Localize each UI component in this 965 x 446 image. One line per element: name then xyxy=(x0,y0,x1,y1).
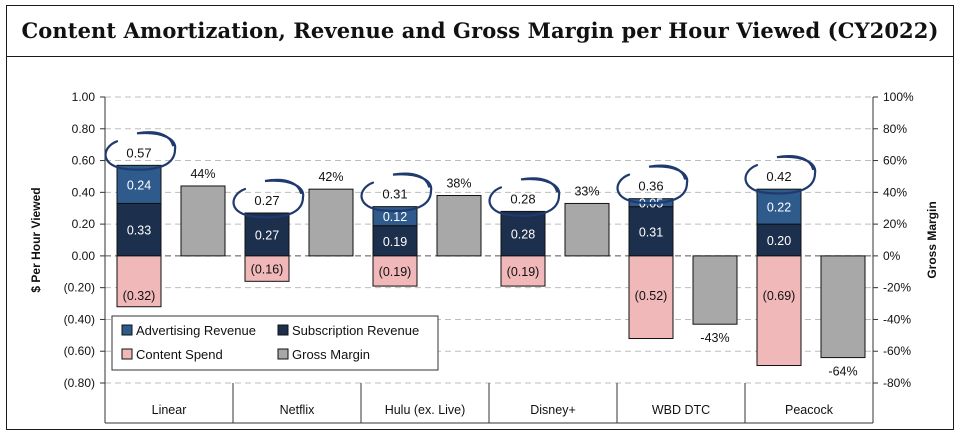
label-gross-margin: 33% xyxy=(574,184,599,198)
bar-content-spend xyxy=(500,255,546,287)
bar-subscription xyxy=(116,202,162,257)
annotation-circle xyxy=(360,172,433,213)
y2-tick-label: -20% xyxy=(883,281,911,295)
label-subscription: 0.33 xyxy=(127,224,151,238)
legend-label: Gross Margin xyxy=(292,347,370,362)
category-label: Hulu (ex. Live) xyxy=(385,403,466,417)
label-content-spend: (0.19) xyxy=(379,265,412,279)
label-content-spend: (0.16) xyxy=(251,263,284,277)
label-total: 0.57 xyxy=(126,145,151,160)
legend-label: Subscription Revenue xyxy=(292,323,419,338)
label-total: 0.27 xyxy=(254,193,279,208)
y2-tick-label: 100% xyxy=(883,90,914,104)
label-content-spend: (0.69) xyxy=(763,289,796,303)
label-subscription: 0.27 xyxy=(255,228,279,242)
legend-box xyxy=(111,315,439,371)
legend-swatch xyxy=(277,348,289,360)
y2-tick-label: -80% xyxy=(883,376,911,390)
legend-swatch xyxy=(121,324,133,336)
label-subscription: 0.31 xyxy=(639,225,663,239)
label-total: 0.31 xyxy=(382,187,407,202)
y2-tick-label: -60% xyxy=(883,344,911,358)
bar-subscription xyxy=(628,206,674,257)
y-tick-label: 0.00 xyxy=(72,249,96,263)
label-subscription: 0.28 xyxy=(511,228,535,242)
label-gross-margin: 42% xyxy=(318,170,343,184)
bar-content-spend xyxy=(372,255,418,287)
legend-label: Advertising Revenue xyxy=(136,323,256,338)
annotation-circle xyxy=(232,178,305,219)
y-tick-label: (0.20) xyxy=(64,281,95,295)
chart-title-bar: Content Amortization, Revenue and Gross … xyxy=(6,5,954,57)
bar-advertising xyxy=(116,164,162,204)
category-label: Peacock xyxy=(785,403,834,417)
y-tick-label: 0.80 xyxy=(72,122,96,136)
label-gross-margin: 44% xyxy=(190,167,215,181)
label-gross-margin: -64% xyxy=(828,365,857,379)
y-tick-label: 0.20 xyxy=(72,217,96,231)
y2-tick-label: 60% xyxy=(883,154,907,168)
annotation-circle xyxy=(744,155,817,195)
y-tick-label: (0.80) xyxy=(64,376,95,390)
y2-tick-label: -40% xyxy=(883,312,911,326)
category-label: Disney+ xyxy=(530,403,576,417)
y-tick-label: 1.00 xyxy=(72,90,96,104)
bar-content-spend xyxy=(116,255,162,308)
y2-tick-label: 40% xyxy=(883,185,907,199)
label-total: 0.36 xyxy=(638,179,663,194)
label-advertising: 0.22 xyxy=(767,201,791,215)
label-content-spend: (0.32) xyxy=(123,289,156,303)
category-label: Netflix xyxy=(280,403,315,417)
y2-tick-label: 0% xyxy=(883,249,901,263)
bar-content-spend xyxy=(628,255,674,340)
y2-tick-label: 20% xyxy=(883,217,907,231)
category-label: WBD DTC xyxy=(652,403,710,417)
bar-gross-margin xyxy=(436,195,482,257)
annotation-circle xyxy=(616,164,689,205)
label-subscription: 0.19 xyxy=(383,235,407,249)
legend-swatch xyxy=(121,348,133,360)
chart-title: Content Amortization, Revenue and Gross … xyxy=(21,18,939,43)
bar-subscription xyxy=(372,225,418,257)
label-advertising: 0.12 xyxy=(383,210,407,224)
bar-gross-margin xyxy=(692,255,738,325)
bar-content-spend xyxy=(244,255,290,282)
y-tick-label: 0.40 xyxy=(72,185,96,199)
bar-content-spend xyxy=(756,255,802,367)
y-tick-label: 0.60 xyxy=(72,154,96,168)
bar-subscription xyxy=(500,210,546,257)
legend-swatch xyxy=(277,324,289,336)
bar-gross-margin xyxy=(308,188,354,257)
label-advertising: 0.24 xyxy=(127,178,151,192)
label-total: 0.28 xyxy=(510,191,535,206)
label-gross-margin: 38% xyxy=(446,177,471,191)
label-total: 0.42 xyxy=(766,169,791,184)
bar-gross-margin xyxy=(564,202,610,257)
y2-axis-title: Gross Margin xyxy=(925,201,939,278)
label-gross-margin: -43% xyxy=(700,331,729,345)
chart-frame xyxy=(6,5,954,430)
label-subscription: 0.20 xyxy=(767,234,791,248)
y2-tick-label: 80% xyxy=(883,122,907,136)
y-tick-label: (0.60) xyxy=(64,344,95,358)
bar-advertising xyxy=(756,188,802,225)
annotation-circle xyxy=(488,177,561,217)
legend-label: Content Spend xyxy=(136,347,223,362)
bar-gross-margin xyxy=(820,255,866,359)
bar-gross-margin xyxy=(180,185,226,257)
y-axis-title: $ Per Hour Viewed xyxy=(29,187,43,292)
label-content-spend: (0.52) xyxy=(635,289,668,303)
annotation-circle xyxy=(104,131,177,171)
y-tick-label: (0.40) xyxy=(64,312,95,326)
label-content-spend: (0.19) xyxy=(507,265,540,279)
category-label: Linear xyxy=(152,403,187,417)
